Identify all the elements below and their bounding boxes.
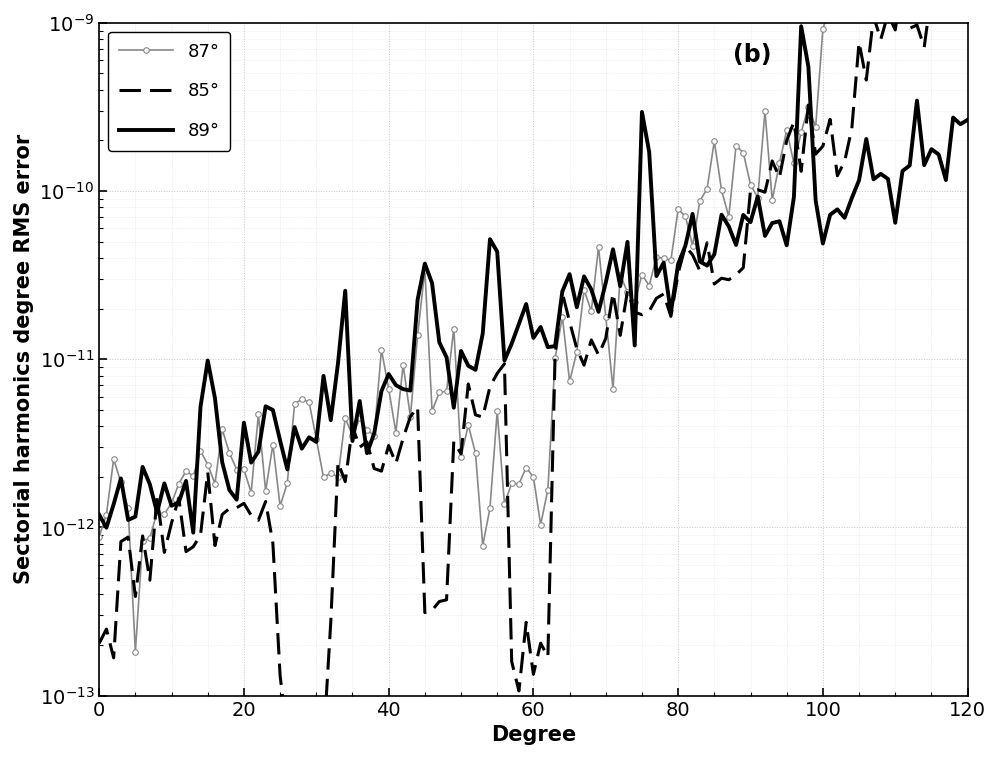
X-axis label: Degree: Degree	[491, 725, 576, 745]
85°	[911, 20, 923, 30]
89°	[643, 147, 655, 156]
87°	[470, 449, 482, 458]
Line: 85°: 85°	[99, 0, 968, 742]
85°	[180, 547, 192, 556]
85°	[687, 250, 699, 260]
85°	[643, 307, 655, 316]
Line: 89°: 89°	[99, 27, 968, 533]
89°	[303, 433, 315, 442]
89°	[470, 365, 482, 374]
85°	[93, 639, 105, 648]
87°	[129, 647, 141, 657]
87°	[187, 471, 199, 480]
89°	[93, 510, 105, 519]
Legend: 87°, 85°, 89°: 87°, 85°, 89°	[108, 32, 230, 151]
87°	[687, 241, 699, 250]
87°	[93, 532, 105, 541]
85°	[470, 411, 482, 420]
Y-axis label: Sectorial harmonics degree RMS error: Sectorial harmonics degree RMS error	[14, 134, 34, 584]
85°	[318, 738, 330, 747]
Text: (b): (b)	[733, 43, 772, 67]
89°	[962, 115, 974, 124]
89°	[187, 528, 199, 537]
85°	[296, 727, 308, 736]
87°	[303, 398, 315, 407]
89°	[180, 477, 192, 486]
Line: 87°: 87°	[96, 0, 970, 654]
89°	[795, 22, 807, 31]
89°	[918, 161, 930, 170]
89°	[687, 209, 699, 219]
87°	[643, 281, 655, 290]
